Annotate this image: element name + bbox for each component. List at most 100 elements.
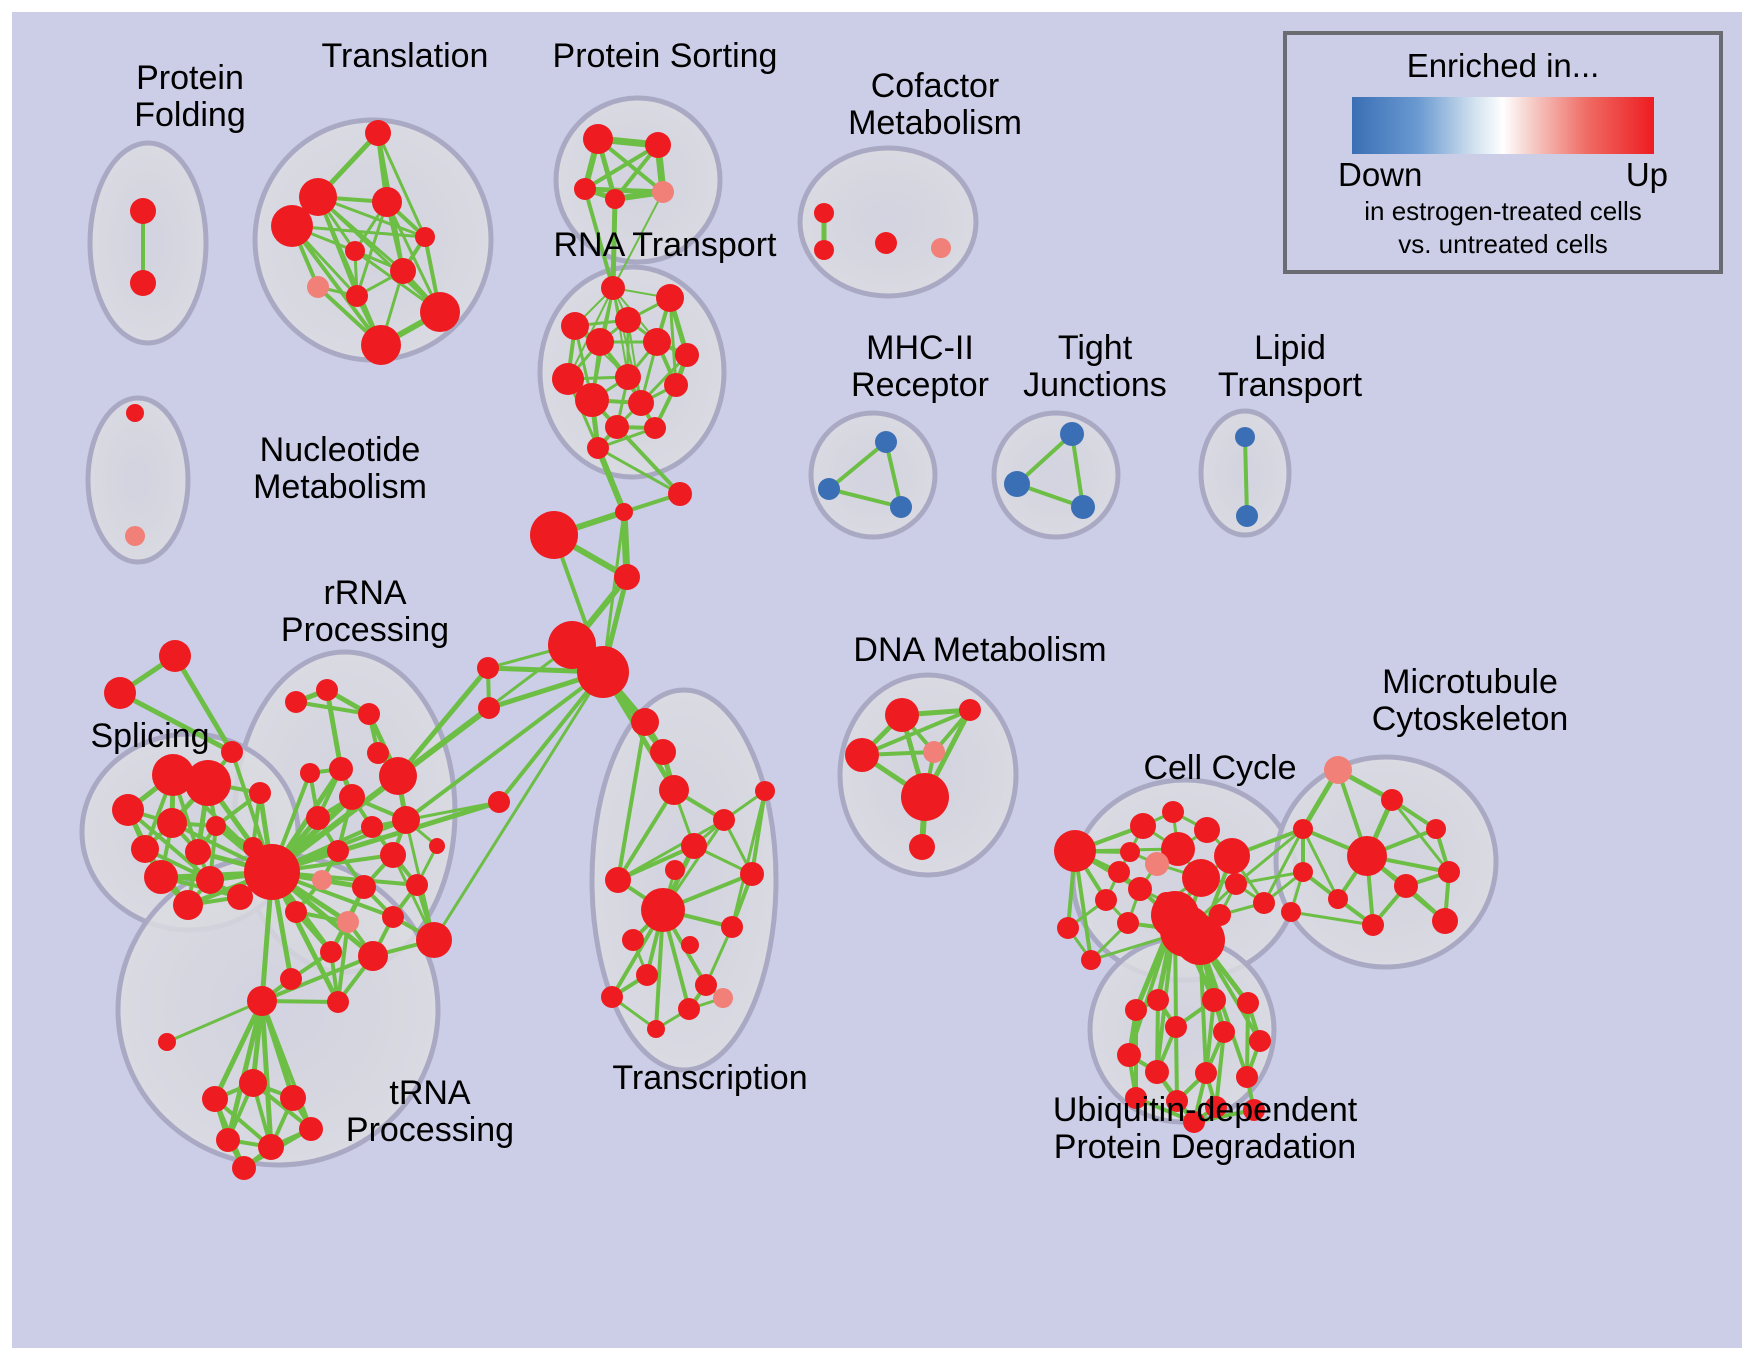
network-node[interactable] (631, 708, 659, 736)
network-node[interactable] (1236, 1066, 1258, 1088)
network-node[interactable] (280, 1085, 306, 1111)
network-node[interactable] (249, 782, 271, 804)
network-node[interactable] (130, 198, 156, 224)
network-node[interactable] (299, 178, 337, 216)
network-node[interactable] (1381, 789, 1403, 811)
network-node[interactable] (239, 1069, 267, 1097)
network-node[interactable] (605, 415, 629, 439)
network-node[interactable] (601, 986, 623, 1008)
network-node[interactable] (1108, 861, 1130, 883)
network-node[interactable] (1130, 813, 1156, 839)
network-node[interactable] (390, 258, 416, 284)
network-node[interactable] (583, 124, 613, 154)
network-node[interactable] (1175, 915, 1225, 965)
network-node[interactable] (574, 178, 596, 200)
network-node[interactable] (1432, 908, 1458, 934)
network-node[interactable] (365, 120, 391, 146)
network-node[interactable] (216, 1128, 240, 1152)
network-node[interactable] (232, 1156, 256, 1180)
network-node[interactable] (755, 781, 775, 801)
network-node[interactable] (380, 842, 406, 868)
network-node[interactable] (1165, 1016, 1187, 1038)
network-node[interactable] (1145, 1060, 1169, 1084)
network-node[interactable] (185, 839, 211, 865)
network-node[interactable] (152, 754, 194, 796)
network-node[interactable] (814, 240, 834, 260)
network-node[interactable] (885, 698, 919, 732)
network-node[interactable] (337, 911, 359, 933)
network-node[interactable] (361, 325, 401, 365)
network-node[interactable] (206, 816, 226, 836)
network-node[interactable] (196, 866, 224, 894)
network-node[interactable] (1166, 1090, 1188, 1112)
network-node[interactable] (1128, 877, 1152, 901)
network-node[interactable] (185, 760, 231, 806)
network-node[interactable] (1347, 836, 1387, 876)
network-node[interactable] (285, 691, 307, 713)
network-node[interactable] (379, 757, 417, 795)
network-node[interactable] (650, 739, 676, 765)
network-node[interactable] (406, 874, 428, 896)
network-node[interactable] (1281, 902, 1301, 922)
network-node[interactable] (1195, 1062, 1217, 1084)
network-node[interactable] (358, 941, 388, 971)
network-node[interactable] (622, 929, 644, 951)
network-node[interactable] (641, 888, 685, 932)
network-node[interactable] (244, 844, 300, 900)
network-node[interactable] (818, 478, 840, 500)
network-node[interactable] (605, 189, 625, 209)
network-node[interactable] (221, 741, 243, 763)
network-node[interactable] (1293, 862, 1313, 882)
network-node[interactable] (352, 875, 376, 899)
network-node[interactable] (271, 205, 313, 247)
network-node[interactable] (367, 742, 389, 764)
network-node[interactable] (173, 890, 203, 920)
network-node[interactable] (358, 703, 380, 725)
network-node[interactable] (372, 187, 402, 217)
network-node[interactable] (890, 496, 912, 518)
network-node[interactable] (339, 784, 365, 810)
network-node[interactable] (875, 232, 897, 254)
network-node[interactable] (1147, 989, 1169, 1011)
network-node[interactable] (636, 964, 658, 986)
network-node[interactable] (530, 511, 578, 559)
network-node[interactable] (1071, 495, 1095, 519)
network-node[interactable] (258, 1134, 284, 1160)
network-node[interactable] (1205, 1096, 1227, 1118)
network-node[interactable] (1249, 1030, 1271, 1052)
network-node[interactable] (126, 404, 144, 422)
network-node[interactable] (1225, 873, 1247, 895)
network-node[interactable] (1120, 842, 1140, 862)
network-node[interactable] (959, 699, 981, 721)
network-node[interactable] (345, 241, 365, 261)
network-node[interactable] (1117, 912, 1139, 934)
network-node[interactable] (845, 738, 879, 772)
network-node[interactable] (615, 364, 641, 390)
network-node[interactable] (681, 833, 707, 859)
network-node[interactable] (901, 773, 949, 821)
network-node[interactable] (659, 775, 689, 805)
network-node[interactable] (158, 1033, 176, 1051)
network-node[interactable] (875, 431, 897, 453)
network-node[interactable] (1426, 819, 1446, 839)
network-node[interactable] (675, 343, 699, 367)
network-node[interactable] (1162, 801, 1184, 823)
network-node[interactable] (909, 834, 935, 860)
network-node[interactable] (615, 307, 641, 333)
network-node[interactable] (721, 916, 743, 938)
network-node[interactable] (1243, 1099, 1265, 1121)
network-node[interactable] (415, 227, 435, 247)
network-node[interactable] (561, 312, 589, 340)
network-node[interactable] (644, 417, 666, 439)
network-node[interactable] (1161, 832, 1195, 866)
network-node[interactable] (1253, 892, 1275, 914)
network-node[interactable] (615, 503, 633, 521)
network-node[interactable] (312, 870, 332, 890)
network-node[interactable] (488, 791, 510, 813)
network-node[interactable] (1362, 914, 1384, 936)
network-node[interactable] (1438, 861, 1460, 883)
network-node[interactable] (157, 808, 187, 838)
network-node[interactable] (429, 838, 445, 854)
network-node[interactable] (202, 1086, 228, 1112)
network-node[interactable] (1125, 1087, 1147, 1109)
